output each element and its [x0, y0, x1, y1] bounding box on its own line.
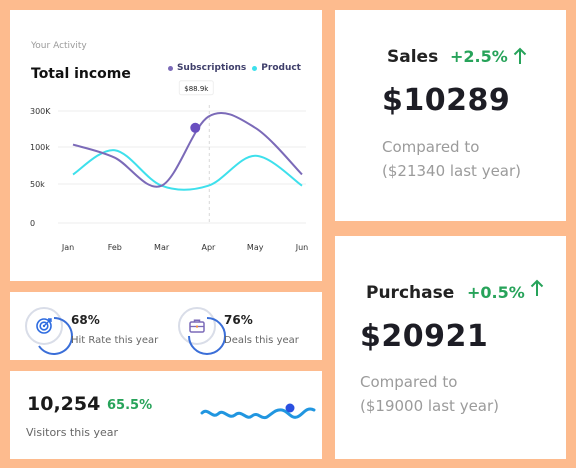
purchase-change: +0.5% — [467, 283, 525, 302]
hit-rate-progress-arc — [38, 317, 73, 355]
tooltip-box — [178, 80, 214, 96]
sales-change: +2.5% — [450, 47, 508, 66]
deals-progress-arc — [188, 317, 226, 355]
sparkline-path — [200, 407, 316, 420]
deals-ring — [178, 307, 226, 355]
briefcase-icon — [189, 319, 205, 333]
x-tick-label: Jan — [61, 243, 74, 252]
legend-item-product[interactable]: Product — [252, 63, 301, 73]
legend-dot-icon — [167, 65, 173, 71]
purchase-compare-line2: ($19000 last year) — [360, 397, 500, 415]
deals-label: Deals this year — [224, 335, 299, 346]
x-tick-label: May — [247, 243, 264, 252]
legend-label-product: Product — [261, 63, 301, 73]
sales-compare-line2: ($21340 last year) — [382, 162, 522, 180]
purchase-title: Purchase — [366, 283, 455, 303]
x-tick-label: Jun — [295, 243, 309, 252]
y-tick-label: 0 — [30, 219, 35, 228]
sparkline-marker — [285, 403, 295, 413]
legend-dot-icon — [252, 65, 258, 71]
visitors-count: 10,254 — [27, 393, 101, 415]
purchase-compare: Compared to ($19000 last year) — [360, 370, 499, 418]
hit-rate-ring — [25, 307, 73, 355]
sales-amount: $10289 — [382, 83, 511, 118]
visitors-sparkline — [200, 403, 316, 420]
income-title: Total income — [31, 66, 131, 82]
purchase-card: Purchase +0.5% $20921 Compared to ($1900… — [335, 236, 566, 459]
series-line-subscriptions — [72, 111, 303, 188]
income-line-chart: 300K 100k 50k 0 Jan Feb Mar Apr May Jun $88.9k — [30, 80, 309, 252]
legend-label-subscriptions: Subscriptions — [176, 63, 247, 73]
sales-compare-line1: Compared to — [382, 138, 480, 156]
visitors-label: Visitors this year — [26, 426, 119, 439]
activity-subtitle: Your Activity — [31, 41, 87, 51]
x-tick-label: Apr — [201, 243, 216, 252]
hit-rate-value: 68% — [71, 313, 100, 327]
x-tick-label: Feb — [108, 243, 122, 252]
purchase-compare-line1: Compared to — [360, 373, 458, 391]
sales-compare: Compared to ($21340 last year) — [382, 135, 521, 183]
deals-value: 76% — [224, 313, 253, 327]
sales-title: Sales — [387, 47, 439, 67]
chart-legend: Subscriptions Product — [167, 63, 301, 73]
legend-item-subscriptions[interactable]: Subscriptions — [167, 63, 247, 73]
target-icon — [36, 318, 52, 334]
y-tick-label: 300K — [30, 107, 51, 116]
data-point-marker — [190, 122, 201, 133]
visitors-change: 65.5% — [107, 398, 153, 413]
series-line-product — [72, 149, 303, 191]
purchase-amount: $20921 — [360, 319, 489, 354]
visitors-card: 10,254 65.5% Visitors this year — [10, 371, 322, 459]
hit-rate-label: Hit Rate this year — [71, 335, 159, 346]
total-income-card: 300K 100k 50k 0 Jan Feb Mar Apr May Jun $88.9k You… — [10, 10, 322, 281]
sales-card: Sales +2.5% $10289 Compared to ($21340 l… — [335, 10, 566, 221]
tooltip-label: $88.9k — [184, 85, 209, 93]
arrow-up-icon — [513, 47, 527, 64]
y-tick-label: 50k — [30, 180, 45, 189]
arrow-up-icon — [530, 279, 544, 296]
y-tick-label: 100k — [30, 143, 50, 152]
x-tick-label: Mar — [154, 243, 170, 252]
rates-card: 68% Hit Rate this year 76% Deals this ye… — [10, 292, 322, 360]
